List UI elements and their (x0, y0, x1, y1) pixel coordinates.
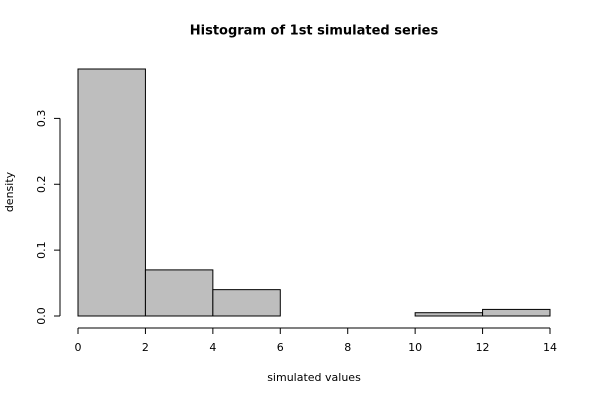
bar (482, 308, 551, 317)
bar (414, 312, 484, 317)
x-tick-label: 8 (344, 341, 351, 354)
y-tick-label: 0.1 (35, 241, 48, 259)
y-tick-label: 0.3 (35, 110, 48, 128)
x-tick-label: 4 (209, 341, 216, 354)
chart-title: Histogram of 1st simulated series (190, 24, 439, 39)
bar (77, 68, 146, 317)
x-tick-label: 2 (142, 341, 149, 354)
y-axis-label: density (3, 171, 16, 212)
x-tick-label: 14 (543, 341, 557, 354)
y-tick-label: 0.0 (35, 307, 48, 325)
x-tick-label: 10 (408, 341, 422, 354)
x-axis-label: simulated values (267, 371, 361, 384)
bar (212, 289, 281, 317)
x-tick-label: 0 (75, 341, 82, 354)
bar (144, 269, 214, 317)
x-tick-label: 6 (277, 341, 284, 354)
y-tick-label: 0.2 (35, 176, 48, 194)
x-tick-label: 12 (476, 341, 490, 354)
